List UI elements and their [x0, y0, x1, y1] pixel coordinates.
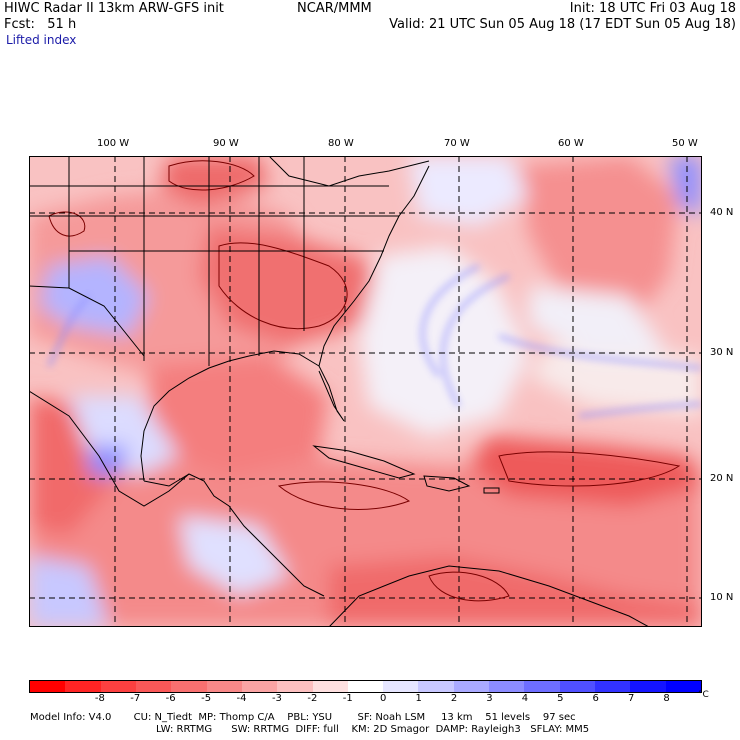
lon-label-70w: 70 W: [444, 138, 470, 149]
colorbar-swatch: [489, 681, 525, 692]
colorbar-swatch: [206, 681, 242, 692]
colorbar-swatch: [30, 681, 66, 692]
cool-bands: [47, 264, 702, 418]
colorbar-tick-label: -7: [130, 693, 141, 704]
colorbar-tick-label: 4: [521, 693, 529, 704]
colorbar: [29, 680, 702, 693]
valid-time: Valid: 21 UTC Sun 05 Aug 18 (17 EDT Sun …: [389, 17, 736, 32]
colorbar-swatch: [100, 681, 136, 692]
colorbar-tick-label: -6: [165, 693, 176, 704]
colorbar-tick-label: -3: [271, 693, 282, 704]
lon-label-100w: 100 W: [97, 138, 130, 149]
colorbar-tick-label: 6: [592, 693, 599, 704]
lat-label-20n: 20 N: [710, 473, 734, 484]
colorbar-tick-label: -4: [236, 693, 247, 704]
colorbar-tick-label: 5: [557, 693, 564, 704]
lon-label-50w: 50 W: [672, 138, 698, 149]
colorbar-swatch: [383, 681, 419, 692]
colorbar-swatch: [171, 681, 207, 692]
colorbar-tick-label: 7: [627, 693, 635, 704]
colorbar-swatch: [347, 681, 384, 692]
colorbar-unit: °C: [698, 690, 709, 700]
colorbar-tick-label: 3: [486, 693, 493, 704]
colorbar-swatch: [524, 681, 560, 692]
lifted-index-map: [29, 156, 702, 627]
lon-label-90w: 90 W: [213, 138, 239, 149]
coastlines-and-borders: [29, 156, 650, 627]
map-frame: [29, 156, 702, 627]
lat-lon-grid: [29, 156, 702, 627]
colorbar-tick-label: 1: [415, 693, 422, 704]
colorbar-tick-label: -5: [201, 693, 212, 704]
colorbar-tick-label: -8: [94, 693, 105, 704]
lat-label-10n: 10 N: [710, 592, 734, 603]
lon-label-60w: 60 W: [558, 138, 584, 149]
colorbar-swatch: [595, 681, 631, 692]
lon-label-80w: 80 W: [328, 138, 354, 149]
model-info-line2: LW: RRTMG SW: RRTMG DIFF: full KM: 2D Sm…: [156, 724, 590, 735]
colorbar-tick-label: 8: [663, 693, 670, 704]
colorbar-swatch: [135, 681, 172, 692]
model-info-line1: Model Info: V4.0 CU: N_Tiedt MP: Thomp C…: [30, 712, 576, 723]
colorbar-swatch: [630, 681, 666, 692]
colorbar-swatch: [453, 681, 490, 692]
colorbar-swatch: [241, 681, 278, 692]
colorbar-swatch: [665, 681, 701, 692]
colorbar-tick-label: 0: [380, 693, 387, 704]
colorbar-swatch: [559, 681, 595, 692]
colorbar-tick-label: 2: [450, 693, 458, 704]
li-contours: [48, 160, 681, 602]
lat-label-40n: 40 N: [710, 207, 734, 218]
colorbar-tick-label: -1: [342, 693, 353, 704]
colorbar-swatch: [418, 681, 454, 692]
colorbar-swatch: [65, 681, 101, 692]
field-shading: [29, 156, 702, 627]
organization-label: NCAR/MMM: [297, 1, 372, 16]
forecast-hour: Fcst: 51 h: [4, 17, 77, 32]
colorbar-swatch: [277, 681, 313, 692]
model-title: HIWC Radar II 13km ARW-GFS init: [4, 1, 224, 16]
init-time: Init: 18 UTC Fri 03 Aug 18: [569, 1, 736, 16]
field-name: Lifted index: [6, 33, 77, 47]
colorbar-tick-label: -2: [307, 693, 318, 704]
colorbar-swatch: [312, 681, 348, 692]
lat-label-30n: 30 N: [710, 347, 734, 358]
